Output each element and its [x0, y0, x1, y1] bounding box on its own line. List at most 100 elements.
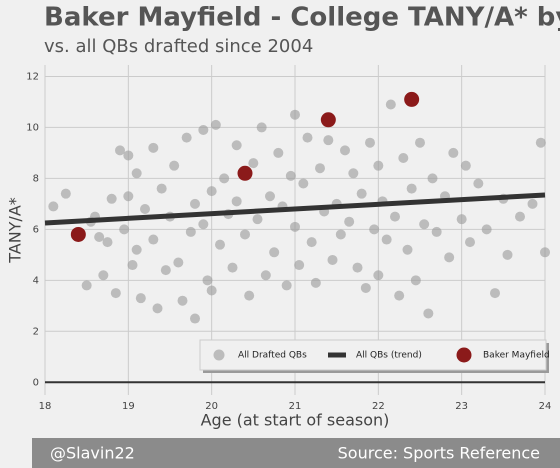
point: [481, 224, 492, 235]
point: [123, 150, 134, 161]
chart-title: Baker Mayfield - College TANY/A* by Age: [44, 3, 560, 33]
point: [173, 257, 184, 268]
point: [406, 183, 417, 194]
point: [294, 260, 305, 271]
point: [181, 132, 192, 143]
point: [98, 270, 109, 281]
point: [290, 221, 300, 232]
point: [81, 280, 92, 291]
point: [335, 229, 346, 240]
highlight-point: [320, 112, 336, 128]
point: [281, 280, 292, 291]
point: [344, 216, 355, 227]
point: [140, 203, 150, 214]
point: [373, 270, 384, 281]
point: [190, 313, 200, 324]
legend-label: All Drafted QBs: [238, 351, 307, 361]
y-tick-label: 12: [26, 71, 39, 82]
point: [60, 188, 71, 199]
point: [260, 270, 271, 281]
point: [373, 160, 384, 171]
chart-subtitle: vs. all QBs drafted since 2004: [44, 36, 313, 57]
point: [298, 178, 309, 189]
point: [248, 158, 259, 169]
y-tick-label: 4: [33, 275, 39, 286]
point: [323, 135, 334, 146]
point: [348, 168, 359, 179]
point: [527, 198, 538, 209]
point: [115, 145, 125, 156]
footer-band: [32, 438, 560, 468]
point: [256, 122, 267, 133]
point: [169, 160, 180, 171]
point: [273, 147, 284, 158]
point: [252, 214, 263, 225]
point: [160, 265, 171, 276]
x-tick-label: 18: [39, 401, 52, 412]
point: [398, 153, 409, 164]
legend-swatch: [456, 347, 472, 363]
highlight-point: [404, 91, 420, 107]
point: [427, 173, 438, 184]
point: [244, 290, 255, 301]
point: [127, 260, 138, 271]
point: [423, 308, 434, 319]
point: [152, 303, 163, 314]
point: [448, 147, 459, 158]
y-tick-label: 0: [33, 377, 39, 388]
point: [177, 295, 188, 306]
point: [369, 224, 380, 235]
point: [119, 224, 130, 235]
point: [415, 137, 425, 148]
point: [106, 193, 117, 204]
point: [131, 168, 142, 179]
point: [381, 234, 392, 245]
point: [215, 239, 225, 250]
point: [327, 254, 338, 265]
point: [515, 211, 525, 222]
point: [94, 232, 105, 243]
point: [385, 99, 396, 110]
y-tick-label: 10: [26, 122, 39, 133]
point: [340, 145, 350, 156]
highlight-point: [70, 226, 86, 242]
point: [102, 237, 113, 248]
point: [365, 137, 375, 148]
point: [206, 186, 217, 197]
point: [206, 285, 217, 296]
legend-label: Baker Mayfield: [483, 351, 550, 361]
point: [156, 183, 167, 194]
point: [240, 229, 250, 240]
point: [219, 173, 230, 184]
x-axis-label: Age (at start of season): [201, 411, 390, 430]
point: [148, 142, 159, 153]
y-tick-label: 2: [33, 326, 39, 337]
point: [456, 214, 467, 225]
point: [315, 163, 325, 174]
point: [535, 137, 546, 148]
y-tick-label: 6: [33, 224, 39, 235]
legend: [199, 339, 547, 371]
point: [210, 119, 221, 130]
point: [285, 170, 296, 181]
point: [465, 237, 475, 248]
point: [410, 275, 421, 286]
point: [394, 290, 405, 301]
point: [402, 244, 413, 255]
point: [473, 178, 484, 189]
point: [302, 132, 313, 143]
x-tick-label: 21: [289, 401, 302, 412]
trend-line: [44, 192, 546, 226]
point: [490, 288, 500, 299]
point: [148, 234, 159, 245]
point: [360, 282, 371, 293]
point: [198, 219, 209, 230]
point: [431, 226, 442, 237]
point: [444, 252, 455, 263]
credit: @Slavin22: [50, 444, 135, 463]
x-tick-label: 20: [205, 401, 218, 412]
point: [540, 247, 550, 258]
point: [460, 160, 471, 171]
point: [198, 124, 209, 135]
